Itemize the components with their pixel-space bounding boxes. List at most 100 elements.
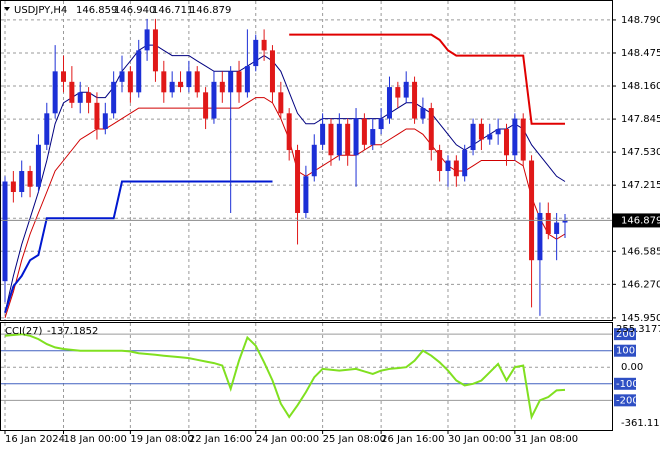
candle-body <box>361 118 367 145</box>
candle-body <box>403 81 409 98</box>
candle-body <box>554 222 560 234</box>
candle-body <box>178 81 184 88</box>
candle-body <box>336 123 342 156</box>
ohlc-label: 146.711 <box>152 5 193 16</box>
candle-body <box>35 144 41 187</box>
x-tick-label: 16 Jan 2024 <box>5 434 65 445</box>
candle-body <box>119 71 125 82</box>
candle-body <box>152 29 158 72</box>
cci-level-box <box>614 344 636 357</box>
y-tick-label: 146.270 <box>621 279 660 290</box>
symbol-label: USDJPY,H4 <box>14 5 67 16</box>
candle-body <box>512 118 518 156</box>
dropdown-arrow <box>4 7 10 11</box>
indicator-line <box>4 44 566 313</box>
y-tick-label: 148.790 <box>621 15 660 26</box>
x-tick-label: 26 Jan 16:00 <box>381 434 444 445</box>
candle-body <box>311 144 317 177</box>
candle-body <box>395 87 401 98</box>
candle-body <box>437 150 443 172</box>
ohlc-label: 146.879 <box>190 5 231 16</box>
candle-body <box>127 71 133 93</box>
x-tick-label: 19 Jan 08:00 <box>130 434 193 445</box>
candle-body <box>169 81 175 93</box>
candle-body <box>102 113 108 130</box>
y-tick-label: 147.215 <box>621 180 660 191</box>
candle-body <box>69 81 75 103</box>
candle-body <box>453 160 459 177</box>
candle-body <box>253 39 259 67</box>
current-price-box <box>612 213 660 228</box>
y-tick-label: 146.585 <box>621 246 660 257</box>
candle-body <box>295 150 301 213</box>
cci-title: CCI(27) <box>5 326 43 337</box>
indicator-line <box>4 180 273 314</box>
candle-body <box>2 181 8 282</box>
candle-body <box>470 123 476 151</box>
candle-body <box>10 181 16 192</box>
candle-body <box>136 50 142 93</box>
cci-panel <box>0 322 613 431</box>
candle-body <box>503 129 509 156</box>
candle-body <box>111 81 117 114</box>
candle-body <box>420 108 426 119</box>
y-tick-label: 147.845 <box>621 114 660 125</box>
candle-body <box>278 92 284 114</box>
x-tick-label: 22 Jan 16:00 <box>189 434 252 445</box>
indicator-line <box>289 33 565 125</box>
candle-body <box>44 113 50 145</box>
candle-body <box>194 71 200 93</box>
current-price-label: 146.879 <box>621 215 660 226</box>
candle-body <box>495 129 501 135</box>
candle-body <box>161 71 167 93</box>
candle-body <box>244 66 250 93</box>
x-tick-label: 31 Jan 08:00 <box>515 434 578 445</box>
cci-tick-label: 200 <box>616 329 635 340</box>
candle-body <box>269 50 275 93</box>
cci-tick-label: 0.00 <box>621 362 643 373</box>
candle-body <box>320 123 326 145</box>
y-tick-label: 148.160 <box>621 81 660 92</box>
candle-body <box>61 71 67 82</box>
candle-body <box>562 220 568 223</box>
cci-level-box <box>614 328 636 341</box>
candle-body <box>286 113 292 151</box>
candle-body <box>186 71 192 88</box>
candle-body <box>86 92 92 103</box>
cci-min-label: -361.1172 <box>621 418 660 429</box>
candle-body <box>386 87 392 119</box>
candle-body <box>378 118 384 130</box>
cci-max-label: 255.3177 <box>616 324 660 335</box>
candle-body <box>520 118 526 161</box>
x-tick-label: 25 Jan 08:00 <box>323 434 386 445</box>
candle-body <box>545 212 551 234</box>
x-tick-label: 18 Jan 00:00 <box>64 434 127 445</box>
ohlc-label: 146.940 <box>114 5 155 16</box>
cci-tick-label: -200 <box>616 395 639 406</box>
candle-body <box>303 176 309 213</box>
candle-body <box>77 92 83 103</box>
candle-body <box>228 71 234 93</box>
candle-body <box>94 102 100 130</box>
y-tick-label: 147.530 <box>621 147 660 158</box>
candle-body <box>52 71 58 114</box>
candle-body <box>203 92 209 119</box>
cci-tick-label: 100 <box>616 346 635 357</box>
candle-body <box>211 81 217 119</box>
x-tick-label: 30 Jan 00:00 <box>448 434 511 445</box>
candle-body <box>537 212 543 261</box>
candle-body <box>27 171 33 187</box>
candle-body <box>219 81 225 93</box>
cci-level-box <box>614 377 636 390</box>
y-tick-label: 148.475 <box>621 48 660 59</box>
candle-body <box>428 108 434 151</box>
candle-body <box>261 39 267 51</box>
main-panel <box>0 0 613 321</box>
candle-body <box>370 129 376 145</box>
candle-body <box>236 71 242 93</box>
candle-body <box>462 150 468 177</box>
candle-body <box>345 123 351 156</box>
candle-body <box>328 123 334 156</box>
